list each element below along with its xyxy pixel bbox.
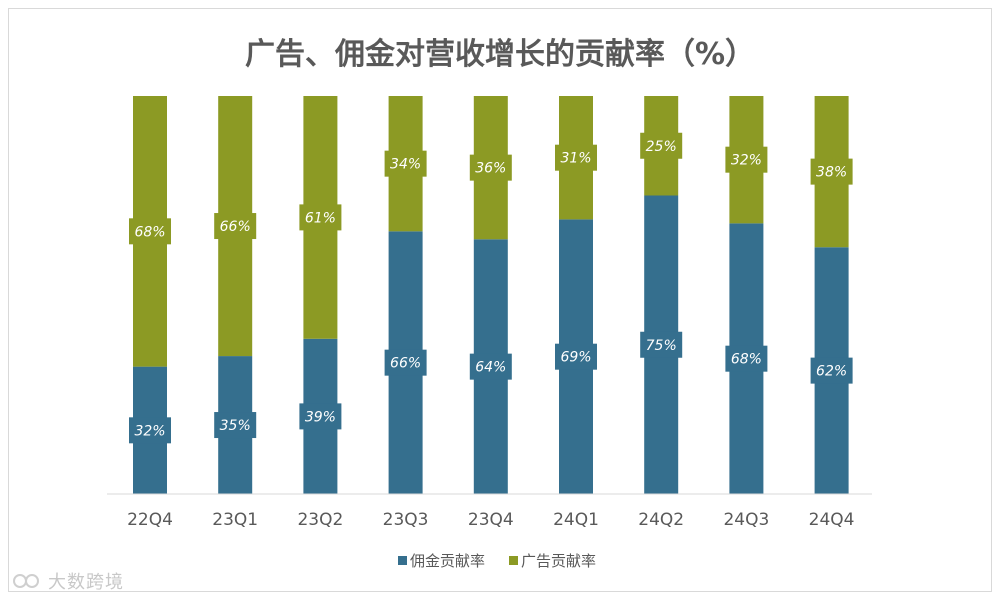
label-advertising-24Q3-text: 32%: [731, 153, 762, 169]
label-commission-24Q1: 69%: [555, 343, 597, 370]
label-advertising-23Q4: 36%: [469, 154, 512, 181]
label-advertising-23Q3: 34%: [384, 150, 427, 177]
label-commission-24Q3-text: 68%: [731, 352, 762, 368]
label-commission-23Q1: 35%: [214, 412, 257, 439]
watermark-logo-icon: [12, 571, 48, 591]
label-commission-23Q2-text: 39%: [305, 409, 336, 425]
label-commission-23Q4-text: 64%: [475, 360, 506, 376]
label-advertising-23Q4-box: [469, 154, 512, 181]
watermark-text: 大数跨境: [48, 572, 124, 593]
label-advertising-24Q1-text: 31%: [560, 151, 591, 167]
label-commission-23Q2-box: [299, 403, 342, 430]
chart-title: 广告、佣金对营收增长的贡献率（%）: [245, 37, 755, 72]
label-advertising-24Q4-box: [810, 158, 853, 185]
label-advertising-24Q1: 31%: [555, 144, 597, 171]
legend-item-advertising: 广告贡献率: [509, 552, 596, 570]
label-advertising-23Q4-text: 36%: [475, 161, 506, 177]
label-commission-24Q2-box: [640, 331, 683, 358]
label-commission-24Q4-box: [810, 357, 853, 384]
label-commission-24Q4: 62%: [810, 357, 853, 384]
label-commission-23Q1-text: 35%: [220, 418, 251, 434]
label-commission-23Q3: 66%: [384, 349, 427, 376]
label-commission-22Q4-text: 32%: [134, 423, 165, 439]
x-tick-23Q3: 23Q3: [383, 510, 429, 530]
label-commission-23Q2: 39%: [299, 403, 342, 430]
label-commission-23Q1-box: [214, 412, 257, 439]
label-advertising-22Q4-text: 68%: [134, 224, 165, 240]
legend-swatch: [398, 556, 407, 565]
label-advertising-23Q1: 66%: [214, 213, 257, 240]
label-commission-24Q2: 75%: [640, 331, 683, 358]
label-commission-23Q3-text: 66%: [390, 356, 421, 372]
label-advertising-22Q4-box: [129, 218, 171, 245]
label-advertising-23Q3-box: [384, 150, 427, 177]
x-tick-23Q2: 23Q2: [297, 510, 343, 530]
label-commission-22Q4-box: [129, 417, 171, 444]
label-advertising-22Q4: 68%: [129, 218, 171, 245]
label-commission-24Q1-box: [555, 343, 597, 370]
x-tick-23Q1: 23Q1: [212, 510, 258, 530]
label-advertising-24Q4: 38%: [810, 158, 853, 185]
label-commission-24Q2-text: 75%: [646, 338, 677, 354]
bars-group: 32% 68% 35% 66% 39% 61% 66% 34% 64% 36% 69% 31% 75% 2…: [129, 96, 853, 495]
x-tick-23Q4: 23Q4: [468, 510, 514, 530]
label-advertising-24Q3-box: [725, 146, 768, 173]
watermark: 大数跨境: [12, 568, 124, 594]
label-commission-23Q4: 64%: [469, 353, 512, 380]
label-advertising-24Q2-text: 25%: [646, 139, 677, 155]
label-commission-23Q3-box: [384, 349, 427, 376]
label-advertising-23Q2-box: [299, 204, 342, 231]
label-commission-24Q1-text: 69%: [560, 350, 591, 366]
x-tick-24Q4: 24Q4: [809, 510, 855, 530]
label-commission-24Q4-text: 62%: [816, 364, 847, 380]
x-tick-22Q4: 22Q4: [127, 510, 173, 530]
label-commission-23Q4-box: [469, 353, 512, 380]
legend-item-commission: 佣金贡献率: [398, 552, 485, 570]
label-advertising-24Q2: 25%: [640, 132, 683, 159]
legend-label: 广告贡献率: [521, 552, 596, 570]
label-advertising-24Q2-box: [640, 132, 683, 159]
label-advertising-23Q1-text: 66%: [220, 219, 251, 235]
label-advertising-24Q4-text: 38%: [816, 165, 847, 181]
label-advertising-23Q2-text: 61%: [305, 210, 336, 226]
x-tick-24Q2: 24Q2: [638, 510, 684, 530]
label-advertising-24Q3: 32%: [725, 146, 768, 173]
label-advertising-23Q2: 61%: [299, 204, 342, 231]
x-tick-24Q1: 24Q1: [553, 510, 599, 530]
legend: 佣金贡献率 广告贡献率: [398, 552, 596, 570]
x-tick-labels: 22Q4 23Q1 23Q2 23Q3 23Q4 24Q1 24Q2 24Q3 24Q4: [127, 510, 854, 530]
label-commission-24Q3-box: [725, 345, 768, 372]
label-advertising-24Q1-box: [555, 144, 597, 171]
label-commission-24Q3: 68%: [725, 345, 768, 372]
legend-swatch: [509, 556, 518, 565]
label-commission-22Q4: 32%: [129, 417, 171, 444]
legend-label: 佣金贡献率: [410, 552, 485, 570]
label-advertising-23Q1-box: [214, 213, 257, 240]
label-advertising-23Q3-text: 34%: [390, 157, 421, 173]
x-tick-24Q3: 24Q3: [723, 510, 769, 530]
